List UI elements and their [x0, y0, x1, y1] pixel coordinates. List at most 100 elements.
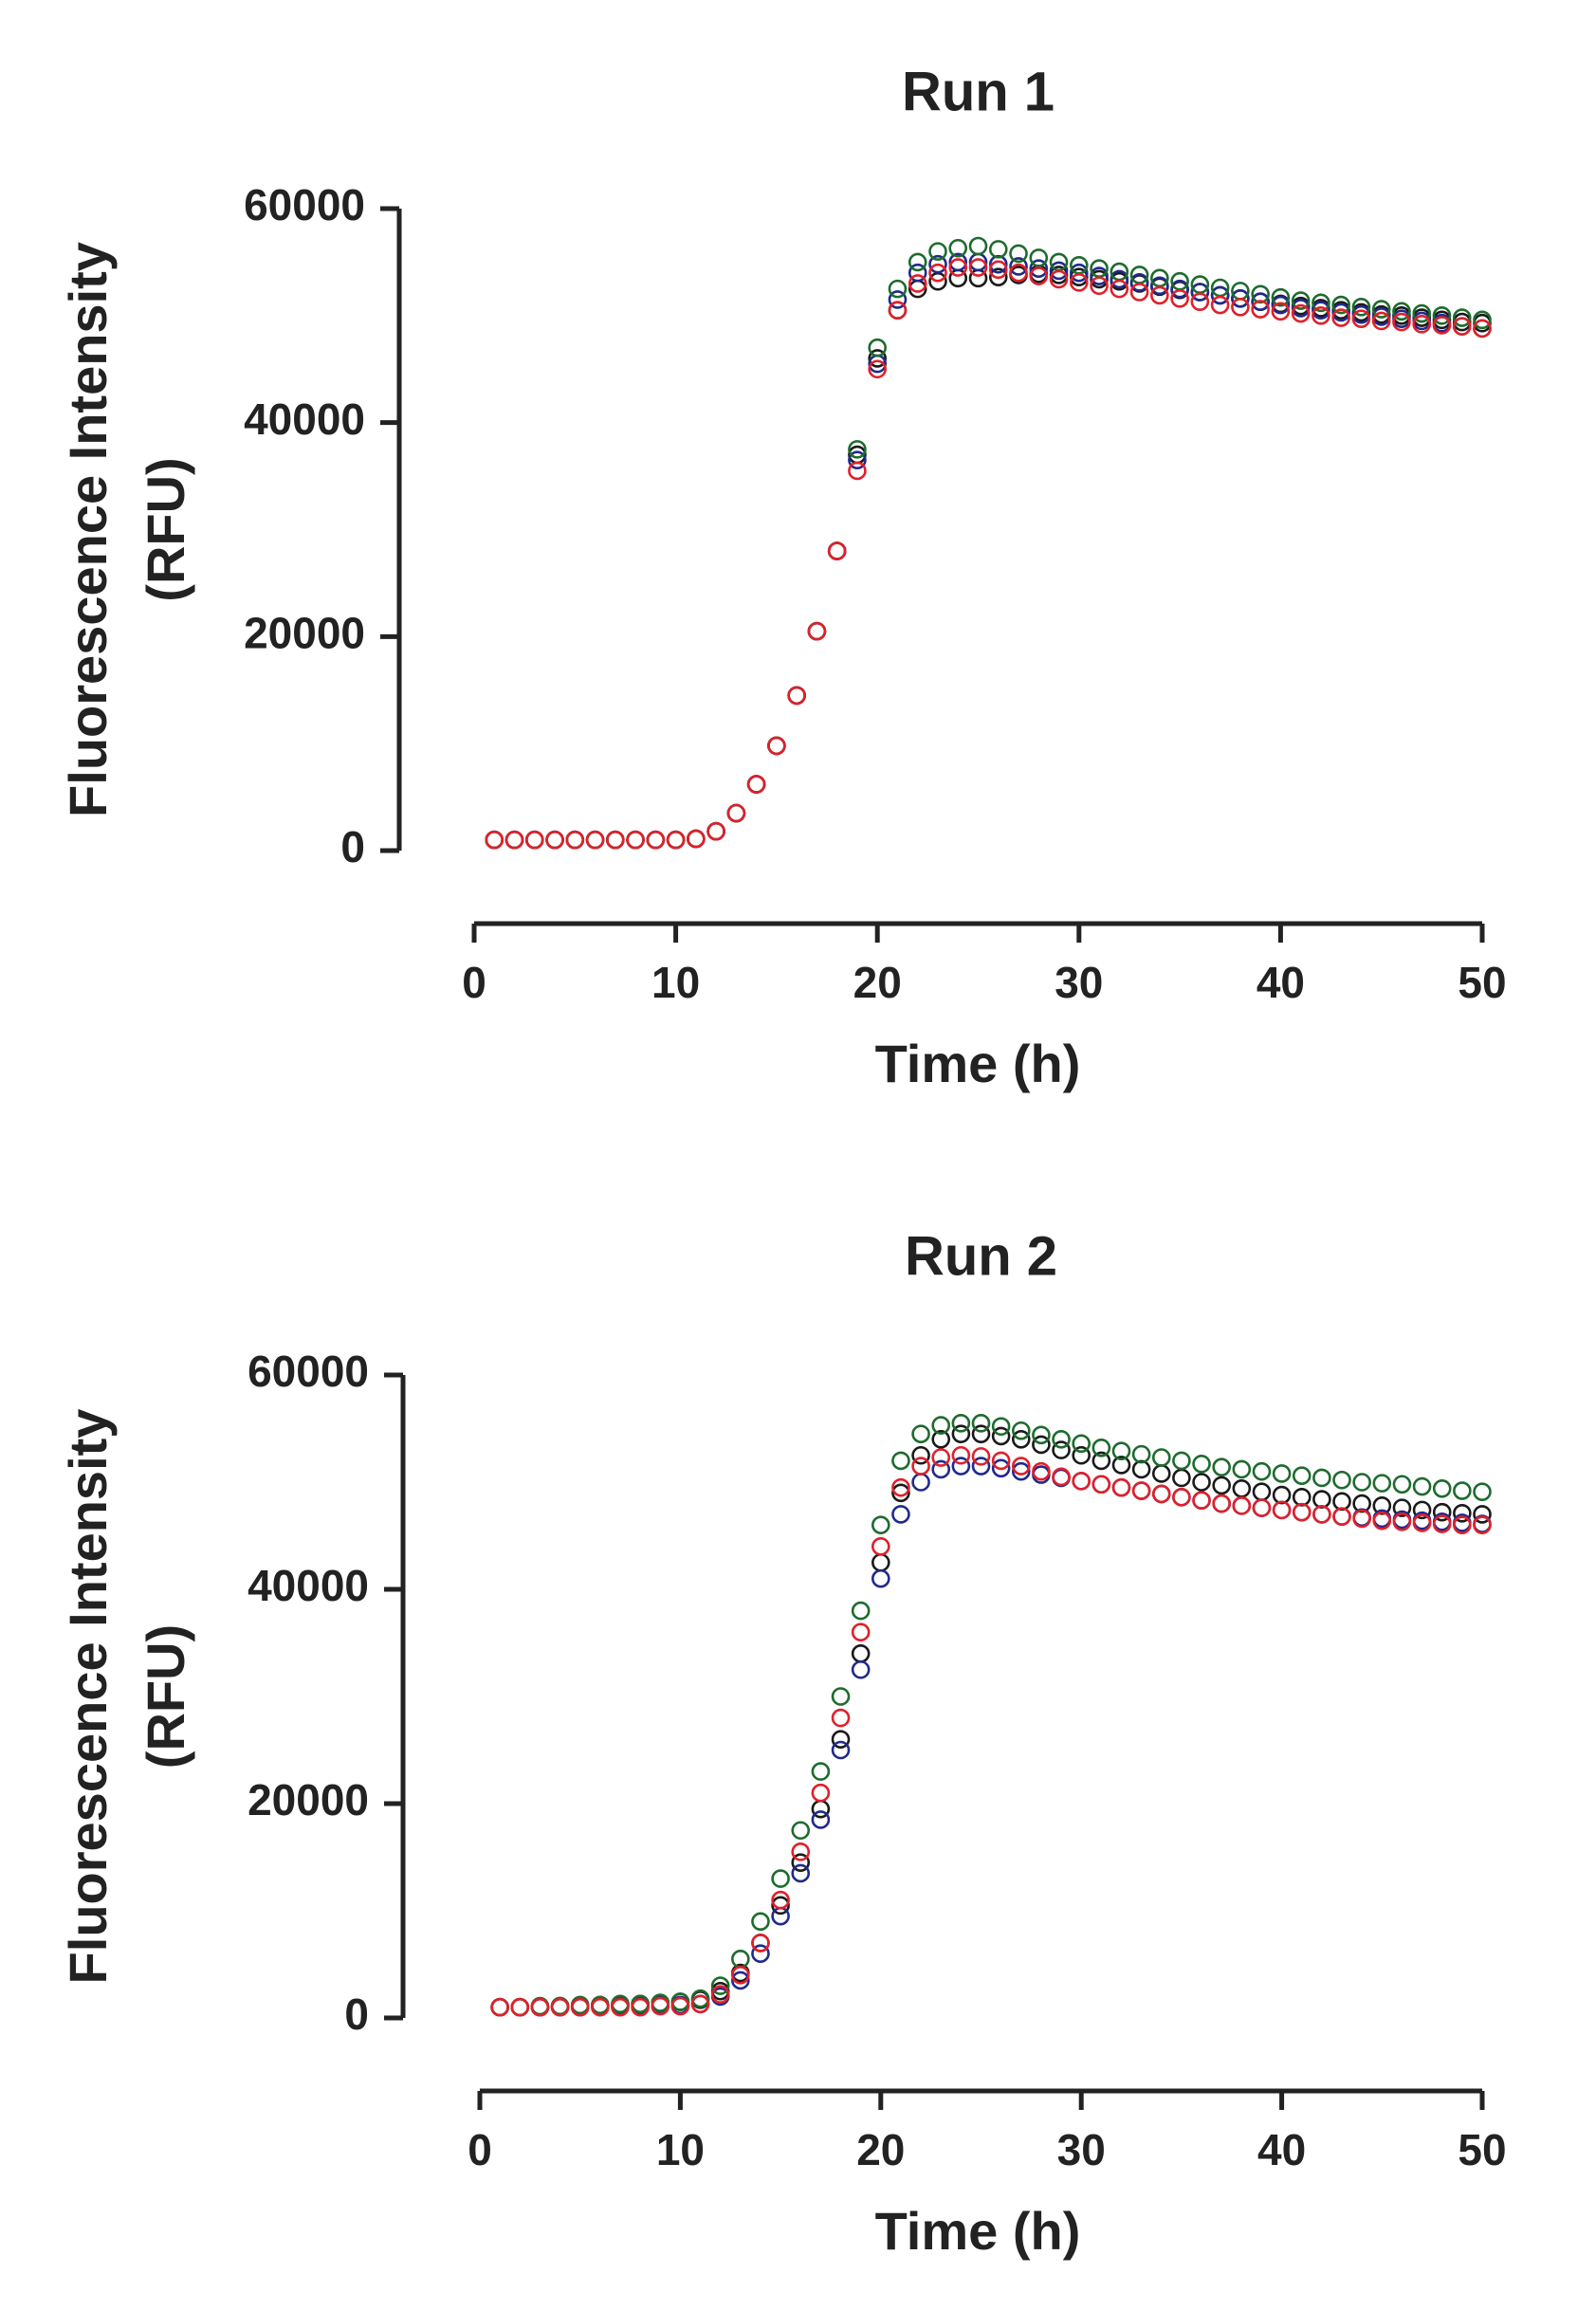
data-point [1072, 1445, 1091, 1465]
data-point [791, 1842, 811, 1861]
data-point [1453, 1481, 1472, 1500]
data-point [1111, 1441, 1131, 1461]
data-point [1371, 311, 1391, 331]
data-point [1029, 259, 1049, 278]
data-point [791, 1863, 811, 1883]
data-point [1011, 1430, 1031, 1449]
data-point [1432, 1502, 1452, 1522]
x-tick-label: 50 [1458, 958, 1506, 1007]
y-axis-label: Fluorescence Intensity [58, 242, 118, 817]
data-point [1252, 1498, 1272, 1517]
data-point [908, 252, 927, 272]
data-point [911, 1445, 930, 1465]
data-point [1372, 1511, 1392, 1531]
data-point [1352, 1509, 1371, 1529]
data-point [1271, 287, 1291, 307]
data-point [851, 1644, 871, 1663]
data-point [1372, 1474, 1392, 1493]
data-point [868, 349, 888, 368]
data-point [1029, 248, 1049, 267]
data-point [1070, 263, 1089, 283]
data-point [545, 830, 564, 850]
data-point [611, 1997, 630, 2017]
data-point [1412, 1476, 1432, 1496]
x-tick-label: 20 [856, 2125, 905, 2174]
data-point [1011, 1461, 1031, 1481]
data-point [690, 1989, 710, 2008]
data-point [888, 290, 908, 309]
chart-title: Run 1 [902, 61, 1055, 122]
data-point [791, 1853, 811, 1872]
data-point [1412, 303, 1432, 323]
data-point [1192, 1491, 1211, 1511]
data-point [871, 1515, 890, 1534]
data-point [1251, 300, 1270, 319]
data-point [771, 1896, 790, 1916]
data-point [928, 254, 947, 274]
data-point [891, 1483, 910, 1503]
data-point [1312, 306, 1330, 325]
data-point [1072, 1434, 1091, 1454]
data-point [1210, 285, 1230, 305]
data-point [1049, 269, 1069, 289]
data-point [1331, 308, 1350, 327]
data-point [490, 1997, 509, 2017]
data-point [1473, 1482, 1492, 1501]
data-point [1252, 1461, 1272, 1481]
data-point [550, 1997, 570, 2017]
data-point [1392, 1512, 1412, 1531]
data-point [591, 1997, 610, 2017]
data-point [1092, 1439, 1111, 1458]
data-point [1212, 1476, 1231, 1495]
data-point [988, 260, 1008, 280]
data-point [1392, 312, 1411, 332]
data-point [968, 258, 988, 277]
data-point [1212, 1458, 1231, 1476]
data-point [827, 541, 847, 560]
data-point [1392, 302, 1411, 321]
data-point [1432, 1478, 1452, 1498]
data-point [524, 830, 544, 850]
data-point [1332, 1492, 1351, 1512]
data-point [1232, 1459, 1252, 1479]
data-point [1150, 276, 1169, 296]
data-point [1292, 1466, 1312, 1486]
data-point [1151, 1448, 1171, 1467]
data-point [690, 1994, 710, 2014]
data-point [1412, 315, 1432, 334]
y-tick-label: 40000 [248, 1561, 369, 1610]
data-point [991, 1458, 1011, 1478]
data-point [771, 1890, 790, 1910]
data-point [811, 1783, 831, 1803]
data-point [871, 1568, 890, 1588]
data-point [626, 830, 645, 850]
data-point [911, 1457, 930, 1476]
data-point [928, 242, 947, 261]
data-point [1150, 285, 1169, 305]
data-point [1473, 1505, 1492, 1524]
data-point [1473, 1515, 1492, 1534]
data-point [831, 1687, 851, 1706]
data-point [948, 258, 968, 277]
data-point [771, 1869, 790, 1888]
data-point [710, 1976, 730, 1995]
data-point [888, 279, 908, 299]
data-point [1392, 1498, 1412, 1517]
data-point [971, 1447, 991, 1466]
data-point [1291, 291, 1311, 310]
data-point [1129, 283, 1149, 302]
data-point [811, 1762, 831, 1781]
data-point [991, 1417, 1011, 1437]
data-point [1312, 1468, 1331, 1488]
data-point [991, 1451, 1011, 1471]
data-point [1231, 288, 1250, 308]
data-point [951, 1457, 971, 1476]
data-point [1172, 1451, 1191, 1471]
data-point [1212, 1494, 1231, 1513]
y-tick-label: 60000 [244, 180, 365, 229]
data-point [911, 1473, 930, 1492]
data-point [908, 274, 927, 293]
data-point [771, 1906, 790, 1926]
data-point [670, 1996, 690, 2016]
